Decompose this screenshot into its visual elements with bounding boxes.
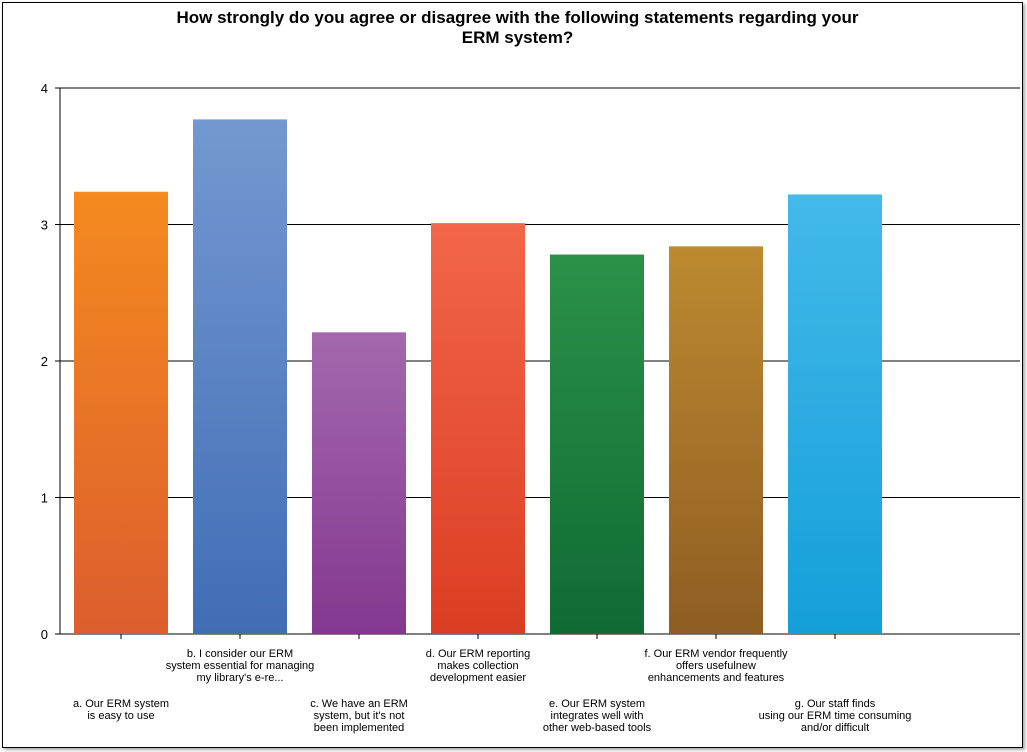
category-label-b-line-2: system essential for managing — [166, 660, 315, 672]
bar-f — [669, 246, 763, 634]
category-label-e-line-3: other web-based tools — [543, 722, 652, 734]
bar-a — [74, 191, 168, 635]
y-tick-label-3: 3 — [41, 218, 48, 233]
y-tick-label-4: 4 — [41, 81, 48, 96]
bar-e — [550, 254, 644, 634]
category-label-c-line-3: been implemented — [314, 722, 405, 734]
category-label-g-line-1: g. Our staff finds — [795, 698, 876, 710]
category-label-g-line-2: using our ERM time consuming — [759, 710, 912, 722]
bar-g — [788, 194, 882, 634]
chart-title: How strongly do you agree or disagree wi… — [60, 8, 975, 48]
category-label-a-line-2: is easy to use — [87, 710, 154, 722]
chart-title-line-2: ERM system? — [461, 28, 574, 47]
category-label-b-line-1: b. I consider our ERM — [187, 648, 293, 660]
category-label-d-line-2: makes collection — [437, 660, 518, 672]
y-tick-label-0: 0 — [41, 627, 48, 642]
y-tick-label-1: 1 — [41, 491, 48, 506]
category-label-c-line-1: c. We have an ERM — [310, 698, 408, 710]
category-label-f-line-2: offers usefulnew — [676, 660, 756, 672]
y-tick-label-2: 2 — [41, 354, 48, 369]
category-label-a-line-1: a. Our ERM system — [73, 698, 169, 710]
chart-title-line-1: How strongly do you agree or disagree wi… — [176, 8, 859, 27]
category-label-b-line-3: my library's e-re... — [196, 672, 283, 684]
category-label-e-line-2: integrates well with — [551, 710, 644, 722]
category-label-c-line-2: system, but it's not — [314, 710, 405, 722]
category-label-f-line-3: enhancements and features — [648, 672, 785, 684]
category-label-g-line-3: and/or difficult — [801, 722, 869, 734]
bar-d — [431, 223, 525, 634]
bar-c — [312, 332, 406, 634]
category-label-d-line-3: development easier — [430, 672, 526, 684]
category-label-d-line-1: d. Our ERM reporting — [426, 648, 531, 660]
category-label-f-line-1: f. Our ERM vendor frequently — [644, 648, 788, 660]
category-label-e-line-1: e. Our ERM system — [549, 698, 645, 710]
bar-b — [193, 119, 287, 634]
